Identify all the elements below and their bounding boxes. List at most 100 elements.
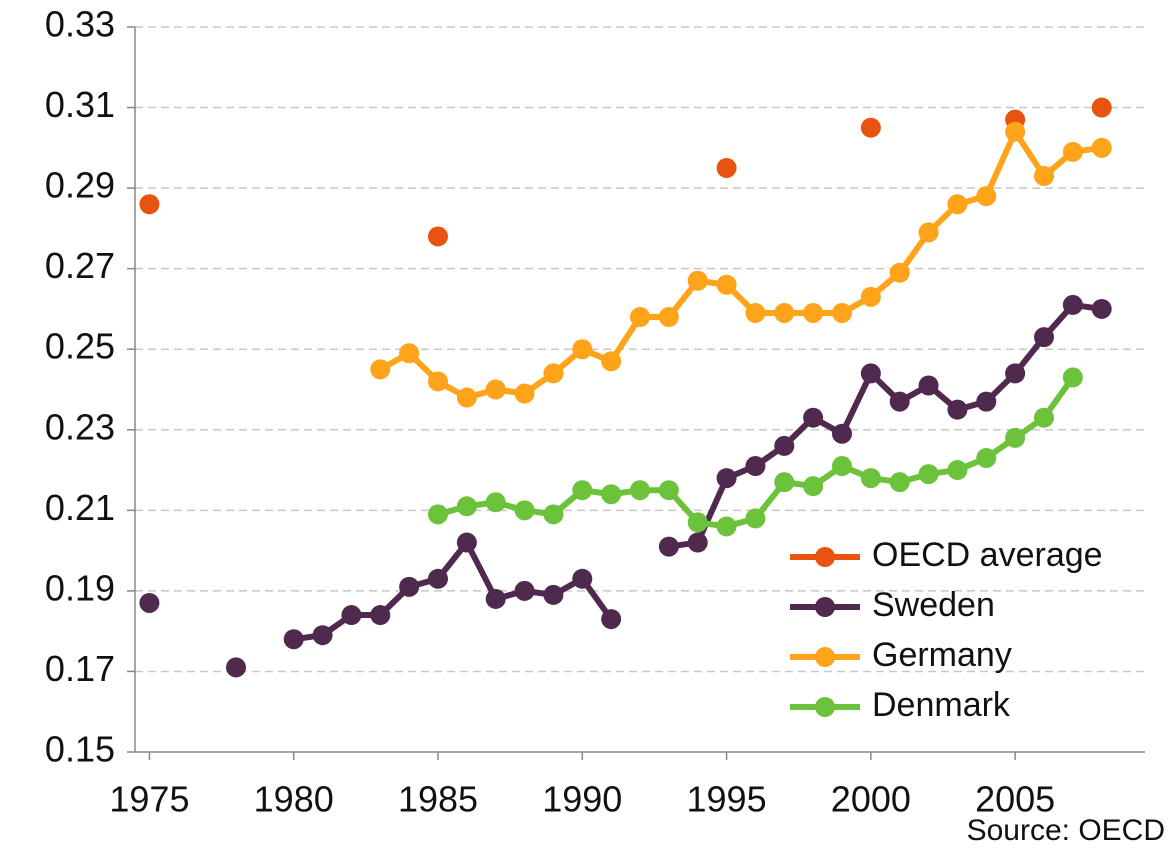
legend-label: Denmark [872, 686, 1011, 724]
data-point [918, 464, 939, 485]
data-point [630, 480, 650, 501]
data-point [1005, 363, 1026, 384]
legend-marker [815, 647, 835, 667]
source-note: Source: OECD [967, 814, 1165, 847]
data-point [745, 302, 766, 323]
data-point [658, 480, 679, 501]
data-point [745, 456, 766, 477]
data-point [428, 371, 448, 392]
data-point [485, 379, 506, 400]
data-point [226, 657, 246, 678]
x-tick-label: 2005 [975, 779, 1055, 820]
data-point [832, 423, 852, 444]
data-point [399, 576, 420, 597]
data-point [514, 580, 535, 601]
data-point [860, 117, 881, 138]
data-point [485, 492, 506, 513]
data-point [428, 568, 448, 589]
x-tick-label: 1975 [109, 779, 189, 820]
y-tick-label: 0.31 [45, 84, 115, 125]
data-point [1062, 141, 1083, 162]
data-point [947, 399, 968, 420]
data-point [832, 456, 852, 477]
y-tick-label: 0.27 [45, 245, 115, 286]
legend-label: Sweden [872, 586, 995, 624]
data-point [1062, 294, 1083, 315]
data-point [1005, 427, 1026, 448]
data-point [947, 460, 968, 481]
x-tick-label: 1995 [687, 779, 767, 820]
data-point [456, 496, 477, 517]
data-point [572, 480, 593, 501]
x-tick-label: 1985 [398, 779, 478, 820]
data-point [716, 157, 737, 178]
series-line [378, 128, 1103, 401]
data-point [456, 532, 477, 553]
data-point [1034, 327, 1054, 348]
y-tick-label: 0.17 [45, 648, 115, 689]
data-point [139, 194, 160, 215]
data-point [716, 516, 737, 537]
data-point [803, 407, 824, 428]
data-point [803, 302, 824, 323]
data-point [716, 468, 737, 489]
data-point [543, 584, 564, 605]
data-point [543, 363, 564, 384]
data-point [976, 447, 997, 468]
data-point [860, 468, 881, 489]
y-tick-label: 0.19 [45, 567, 115, 608]
x-tick-label: 1990 [542, 779, 622, 820]
data-point [370, 605, 391, 626]
data-point [283, 629, 304, 650]
data-point [889, 391, 910, 412]
data-point [687, 270, 708, 291]
data-point [1034, 166, 1054, 187]
data-point [658, 536, 679, 557]
legend-marker [815, 547, 835, 567]
data-point [1034, 407, 1054, 428]
data-point [889, 472, 910, 493]
data-point [514, 383, 535, 404]
data-point [658, 307, 679, 327]
data-point [745, 508, 766, 529]
y-tick-label: 0.25 [45, 326, 115, 367]
data-point [918, 375, 939, 396]
data-point [860, 363, 881, 384]
data-point [803, 476, 824, 497]
data-point [976, 391, 997, 412]
data-point [572, 339, 593, 360]
legend-label: Germany [872, 636, 1012, 674]
legend-label: OECD average [872, 536, 1103, 574]
x-tick-label: 2000 [831, 779, 911, 820]
data-point [774, 302, 795, 323]
data-point [976, 186, 997, 207]
data-point [716, 274, 737, 295]
y-tick-label: 0.33 [45, 4, 115, 45]
data-point [456, 387, 477, 408]
data-point [774, 472, 795, 493]
data-point [572, 568, 593, 589]
data-point [139, 592, 160, 613]
data-point [774, 435, 795, 456]
data-point [1091, 97, 1112, 118]
data-point [687, 532, 708, 553]
data-point [341, 605, 362, 626]
data-point [947, 194, 968, 215]
data-point [543, 504, 564, 525]
data-point [428, 504, 448, 525]
data-point [601, 351, 622, 372]
data-point [428, 226, 448, 247]
data-point [860, 286, 881, 307]
legend-marker [815, 597, 835, 617]
data-point [1005, 121, 1026, 142]
data-point [889, 262, 910, 283]
data-point [370, 359, 391, 380]
y-tick-label: 0.29 [45, 165, 115, 206]
y-tick-label: 0.15 [45, 729, 115, 770]
data-point [601, 609, 622, 630]
data-point [601, 484, 622, 505]
data-point [1091, 298, 1112, 319]
data-point [312, 625, 333, 646]
